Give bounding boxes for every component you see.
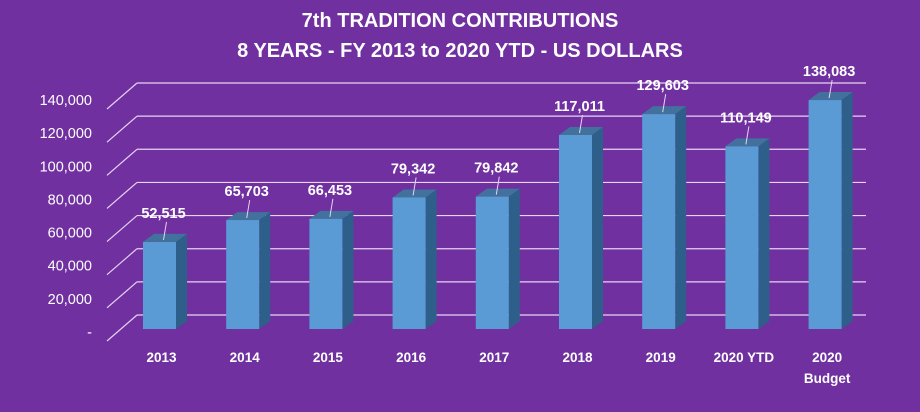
y-tick-label: 100,000 (40, 159, 92, 175)
y-tick-label: 40,000 (48, 259, 92, 275)
gridline-depth (106, 314, 138, 342)
bar-top (226, 212, 271, 221)
x-axis: 2013 2014 2015 2016 2017 2018 2019 2020 YTD 2020… (146, 350, 850, 386)
bar-side (675, 106, 687, 329)
data-label: 79,842 (474, 161, 518, 177)
data-label: 138,083 (803, 64, 855, 80)
data-label-leader (329, 198, 334, 217)
bar (808, 92, 853, 330)
bar-top (309, 210, 354, 219)
data-label: 66,453 (308, 183, 352, 199)
x-tick-label: 2020 YTD (714, 350, 775, 365)
gridline-depth (106, 82, 138, 110)
y-tick-label: 20,000 (48, 292, 92, 308)
bar-top (808, 92, 853, 101)
bar-front (309, 218, 343, 329)
x-tick-label: 2014 (230, 350, 261, 365)
x-tick-label: Budget (804, 371, 851, 386)
bar-side (508, 188, 520, 329)
gridline-depth (106, 281, 138, 309)
bar (226, 212, 271, 329)
y-tick-label: 80,000 (48, 192, 92, 208)
bar-front (725, 146, 759, 329)
bar-top (475, 188, 520, 197)
x-tick-label: 2016 (396, 350, 427, 365)
bar (392, 189, 437, 329)
bar-side (592, 126, 603, 330)
bar-top (642, 106, 687, 115)
y-axis: - 20,000 40,000 60,000 80,000 100,000 120,000 1… (40, 93, 93, 341)
data-label-leader (662, 94, 667, 113)
bar-side (176, 233, 187, 329)
bar (309, 210, 354, 329)
bar-front (392, 197, 426, 329)
data-label-leader (579, 114, 583, 134)
gridline-depth (106, 181, 138, 209)
data-label: 52,515 (141, 206, 185, 222)
chart-title-line-1: 7th TRADITION CONTRIBUTIONS (302, 10, 619, 32)
data-label-leader (828, 79, 833, 99)
bar-front (559, 134, 592, 329)
data-label: 79,342 (391, 161, 435, 177)
bar-front (808, 100, 842, 330)
data-labels: 52,515 65,703 66,453 79,342 79,842 117,011 129… (141, 64, 855, 241)
data-label-leader (163, 221, 167, 241)
bars (143, 92, 853, 330)
data-label: 65,703 (225, 184, 269, 200)
bar-top (725, 138, 770, 147)
bar-front (226, 220, 260, 329)
bar (143, 233, 187, 329)
y-tick-label: 120,000 (40, 126, 92, 142)
bar (642, 106, 687, 329)
bar-side (841, 92, 853, 330)
bar-top (559, 126, 603, 135)
data-label-leader (495, 176, 500, 195)
data-label: 129,603 (636, 78, 688, 94)
x-tick-label: 2018 (562, 350, 593, 365)
y-tick-label: 60,000 (48, 226, 92, 242)
y-tick-label: 140,000 (40, 93, 92, 109)
bar-top (143, 233, 187, 242)
data-label-leader (412, 177, 417, 196)
bar-side (342, 210, 354, 329)
y-tick-label: - (87, 325, 92, 341)
data-label-leader (246, 199, 251, 219)
bar-front (642, 114, 676, 329)
bar (475, 188, 520, 329)
x-tick-label: 2017 (479, 350, 509, 365)
gridline-depth (106, 215, 138, 243)
x-tick-label: 2015 (313, 350, 344, 365)
data-label: 110,149 (720, 110, 772, 126)
bar-side (758, 138, 770, 329)
x-tick-label: 2019 (646, 350, 676, 365)
gridline-depth (106, 248, 138, 276)
bar-side (425, 189, 437, 329)
bar-side (259, 212, 271, 329)
gridline-depth (106, 115, 138, 143)
bar-front (475, 196, 509, 329)
gridline-depth (106, 148, 138, 176)
bar (559, 126, 603, 330)
chart-title-line-2: 8 YEARS - FY 2013 to 2020 YTD - US DOLLA… (237, 40, 683, 62)
bar-top (392, 189, 437, 198)
x-tick-label: 2020 (812, 350, 842, 365)
bar-front (143, 241, 176, 329)
bar (725, 138, 770, 329)
data-label: 117,011 (554, 99, 605, 115)
data-label-leader (745, 126, 750, 145)
x-tick-label: 2013 (146, 350, 177, 365)
